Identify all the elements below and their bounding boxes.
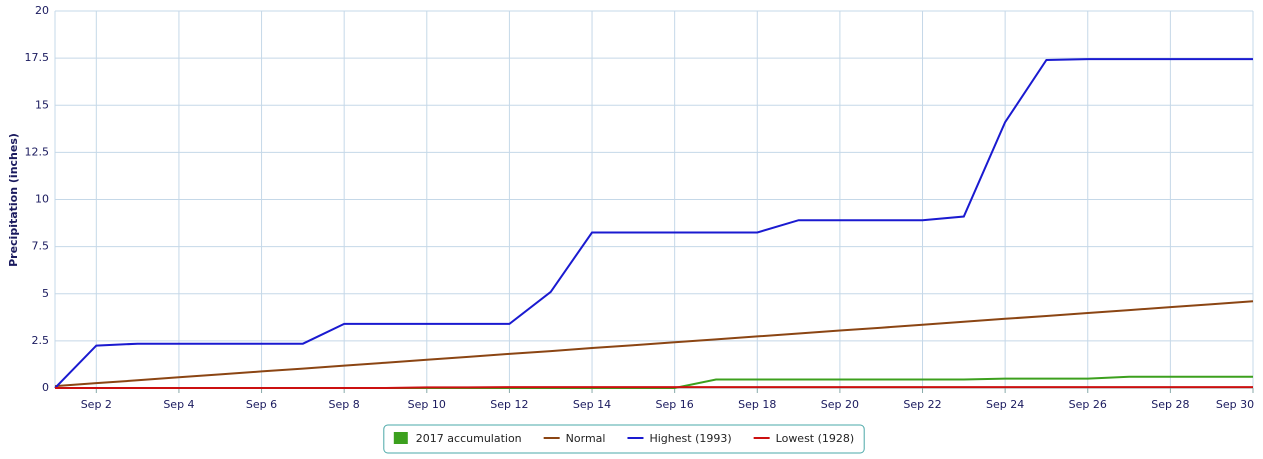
legend-item: Lowest (1928) [753,432,855,445]
y-tick-label: 15 [35,98,49,111]
legend-item: Highest (1993) [627,432,732,445]
x-tick-label: Sep 20 [821,398,859,411]
y-tick-label: 10 [35,193,49,206]
series-line [54,300,1254,388]
x-tick-label: Sep 8 [329,398,360,411]
legend-label: Highest (1993) [649,432,731,445]
y-tick-label: 0 [42,381,49,394]
legend: 2017 accumulation Normal Highest (1993) Low… [383,424,865,454]
x-tick-label: Sep 4 [163,398,194,411]
y-tick-label: 7.5 [32,240,50,253]
legend-symbol [393,432,408,444]
x-tick-label: Sep 22 [903,398,941,411]
y-tick-label: 12.5 [25,145,50,158]
legend-box [383,424,865,454]
x-tick-label: Sep 16 [656,398,694,411]
x-tick-label: Sep 26 [1069,398,1107,411]
x-tick-label: Sep 6 [246,398,277,411]
y-axis-title: Precipitation (inches) [7,133,20,267]
series-line [55,386,1253,389]
x-tick-label: Sep 12 [490,398,528,411]
x-tick-label: Sep 24 [986,398,1024,411]
y-tick-label: 20 [35,4,49,17]
x-tick-label: Sep 30 [1216,398,1254,411]
x-tick-label: Sep 2 [81,398,112,411]
x-tick-label: Sep 14 [573,398,611,411]
x-tick-label: Sep 28 [1151,398,1189,411]
legend-item: 2017 accumulation [393,432,522,445]
legend-label: 2017 accumulation [416,432,522,445]
x-tick-label: Sep 10 [408,398,446,411]
legend-item: Normal [543,432,606,445]
legend-label: Lowest (1928) [776,432,855,445]
legend-label: Normal [566,432,606,445]
y-tick-label: 2.5 [32,334,50,347]
series-line [54,58,1253,389]
y-tick-label: 5 [42,287,49,300]
y-tick-label: 17.5 [25,51,50,64]
x-tick-label: Sep 18 [738,398,776,411]
